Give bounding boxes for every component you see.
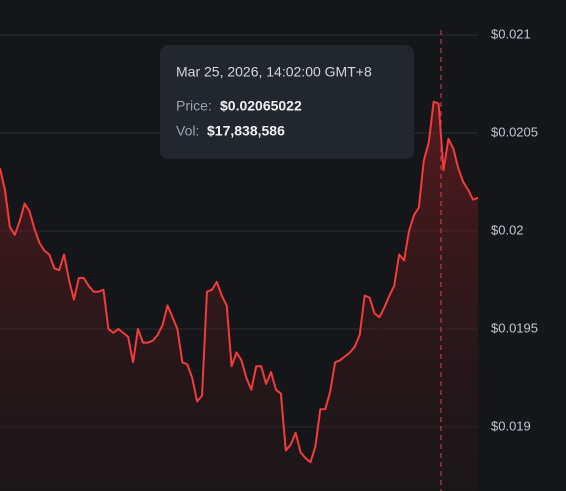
tooltip-time: Mar 25, 2026, 14:02:00 GMT+8 bbox=[176, 64, 372, 80]
area-fill bbox=[0, 101, 478, 491]
tooltip-price: $0.02065022 bbox=[220, 98, 302, 114]
y-tick-label: $0.0205 bbox=[491, 124, 538, 139]
y-tick-label: $0.0195 bbox=[491, 320, 538, 335]
y-tick-label: $0.02 bbox=[491, 222, 524, 237]
y-tick-label: $0.019 bbox=[491, 418, 531, 433]
tooltip-price-label: Price: bbox=[176, 98, 212, 114]
y-tick-label: $0.021 bbox=[491, 27, 531, 42]
plot bbox=[0, 100, 479, 491]
price-line bbox=[0, 100, 479, 464]
tooltip-volume-label: Vol: bbox=[176, 123, 199, 139]
tooltip-box bbox=[160, 45, 414, 159]
tooltip: Mar 25, 2026, 14:02:00 GMT+8 Price: $0.0… bbox=[160, 45, 414, 159]
tooltip-volume: $17,838,586 bbox=[207, 123, 285, 139]
